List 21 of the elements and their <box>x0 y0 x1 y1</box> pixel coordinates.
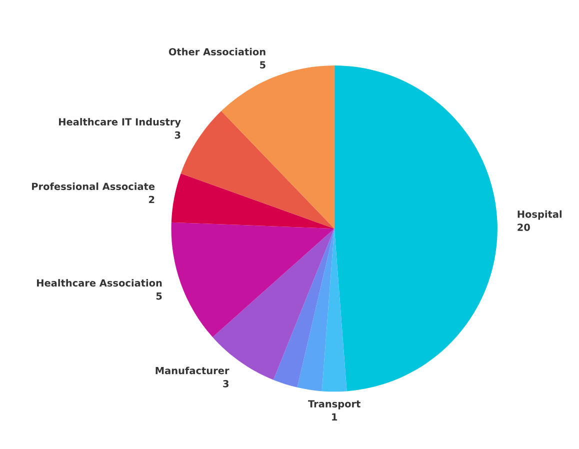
slice-label: Manufacturer <box>156 366 230 374</box>
data-label: 20 <box>518 224 530 231</box>
pie-slice <box>171 173 334 229</box>
slice-label: Healthcare IT Industry <box>59 118 181 128</box>
slice-label: Transport <box>308 400 360 410</box>
pie-slice <box>297 228 334 392</box>
data-label: 3 <box>174 131 180 139</box>
slice-label: Hospital <box>518 210 562 220</box>
pie-slice <box>171 222 334 338</box>
slice-label: Professional Associate <box>32 182 155 190</box>
data-label: 5 <box>260 61 266 69</box>
slice-label: Healthcare Association <box>37 279 162 287</box>
slice-label: Other Association <box>168 48 266 56</box>
data-label: 2 <box>149 196 154 204</box>
data-label: 3 <box>223 380 228 388</box>
data-label: 5 <box>156 292 162 300</box>
data-label: 1 <box>332 413 338 420</box>
pie-slice <box>273 228 334 388</box>
pie-slice <box>322 228 347 392</box>
pie-slice <box>334 65 498 392</box>
pie-slice <box>180 111 334 229</box>
